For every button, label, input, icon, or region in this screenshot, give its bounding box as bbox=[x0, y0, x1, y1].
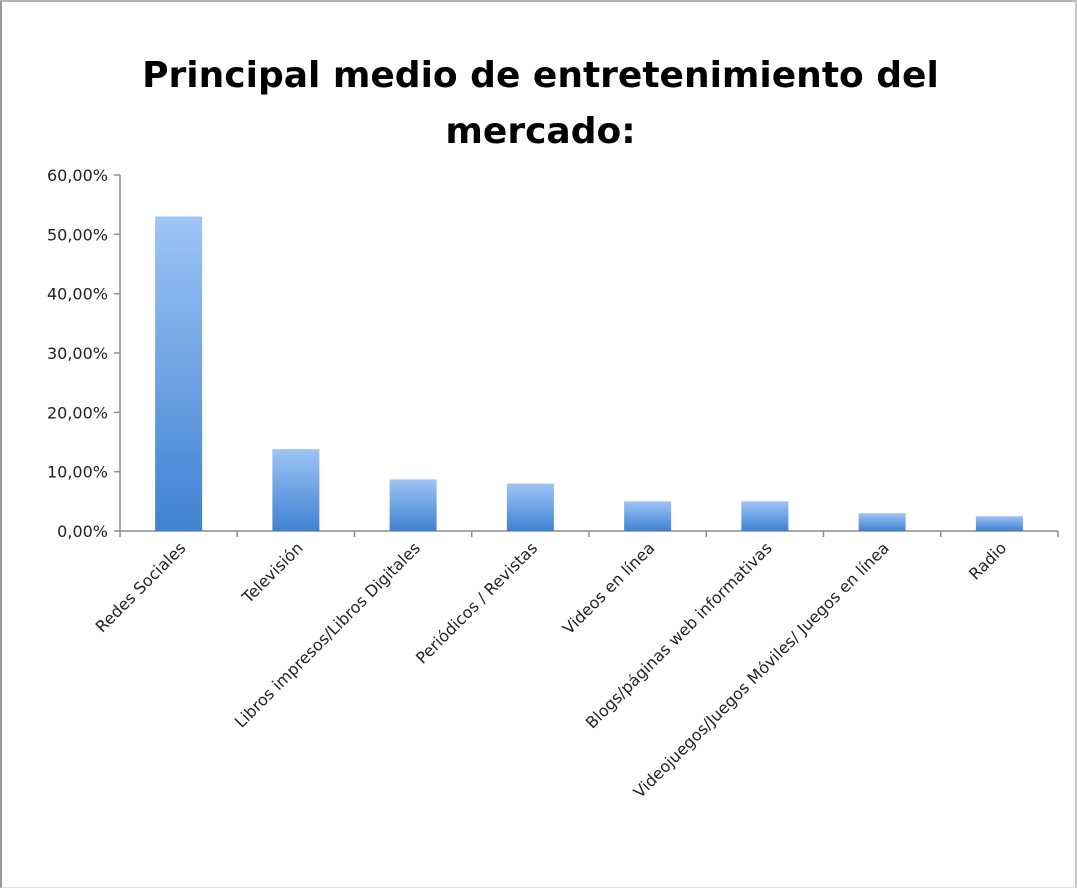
chart-title: Principal medio de entretenimiento del m… bbox=[2, 48, 1077, 160]
bar bbox=[741, 501, 789, 531]
y-tick-label: 20,00% bbox=[47, 403, 108, 422]
y-tick-label: 0,00% bbox=[57, 522, 108, 541]
x-category-label: Periódicos / Revistas bbox=[412, 538, 541, 667]
x-category-label: Blogs/páginas web informativas bbox=[582, 538, 776, 732]
chart-title-line-2: mercado: bbox=[445, 111, 636, 152]
y-tick-label: 60,00% bbox=[47, 166, 108, 185]
y-tick-label: 10,00% bbox=[47, 463, 108, 482]
x-category-label: Videos en línea bbox=[559, 538, 659, 638]
x-category-label: Televisión bbox=[238, 538, 307, 607]
bar bbox=[155, 216, 203, 532]
x-axis bbox=[119, 530, 1059, 537]
y-tick-label: 50,00% bbox=[47, 225, 108, 244]
chart-title-line-1: Principal medio de entretenimiento del bbox=[142, 55, 939, 96]
y-tick-label: 40,00% bbox=[47, 285, 108, 304]
x-category-label: Libros impresos/Libros Digitales bbox=[231, 538, 424, 731]
bar bbox=[975, 516, 1023, 531]
y-tick-label: 30,00% bbox=[47, 344, 108, 363]
x-category-label: Videojuegos/Juegos Móviles/ Juegos en lí… bbox=[630, 538, 893, 801]
x-category-label: Radio bbox=[965, 538, 1010, 583]
bar bbox=[858, 513, 906, 531]
bar bbox=[272, 449, 320, 531]
x-category-label: Redes Sociales bbox=[92, 538, 190, 636]
bar bbox=[506, 483, 554, 531]
y-axis: 0,00% 10,00% 20,00% 30,00% 40,00% 50,00% 60,00… bbox=[47, 166, 121, 541]
bars bbox=[155, 216, 1023, 532]
bar bbox=[624, 501, 672, 531]
bar bbox=[389, 479, 437, 531]
